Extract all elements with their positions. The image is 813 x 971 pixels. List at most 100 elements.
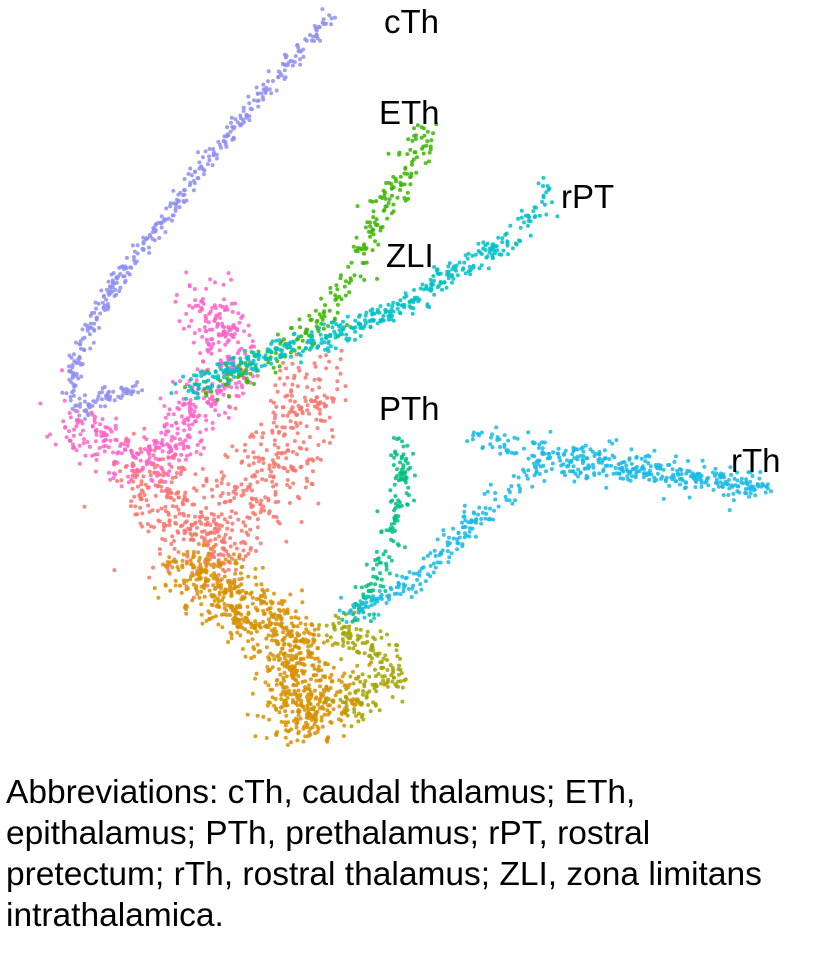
scatter-point-cluster-8: [578, 470, 583, 475]
scatter-point-cluster-8: [544, 469, 548, 474]
scatter-point-cluster-1: [250, 339, 255, 344]
scatter-point-cluster-0: [77, 396, 82, 401]
scatter-point-cluster-2: [241, 557, 246, 562]
scatter-point-cluster-6: [522, 220, 526, 225]
scatter-point-cluster-2: [248, 501, 253, 506]
scatter-point-cluster-0: [141, 235, 146, 240]
scatter-point-cluster-1: [198, 351, 203, 356]
scatter-point-cluster-5: [371, 215, 376, 220]
scatter-point-cluster-3: [209, 573, 214, 578]
scatter-point-cluster-0: [152, 227, 157, 231]
scatter-point-cluster-2: [212, 517, 217, 522]
scatter-point-cluster-2: [259, 422, 264, 427]
scatter-point-cluster-2: [297, 445, 302, 450]
scatter-point-cluster-3: [266, 625, 271, 630]
scatter-point-cluster-2: [328, 441, 332, 445]
scatter-point-cluster-4: [362, 682, 367, 687]
scatter-point-cluster-1: [226, 415, 231, 420]
scatter-point-cluster-2: [161, 457, 165, 462]
scatter-point-cluster-1: [213, 306, 218, 311]
scatter-point-cluster-7: [412, 498, 416, 503]
scatter-point-cluster-5: [333, 293, 338, 298]
scatter-point-cluster-6: [527, 215, 531, 220]
scatter-point-cluster-8: [549, 467, 554, 471]
scatter-point-cluster-5: [425, 139, 430, 144]
scatter-point-cluster-8: [682, 486, 687, 491]
scatter-point-cluster-1: [129, 448, 134, 453]
scatter-point-cluster-8: [366, 605, 371, 609]
scatter-point-cluster-7: [375, 509, 380, 514]
branch-label-cth: cTh: [384, 3, 439, 40]
scatter-point-cluster-4: [355, 633, 360, 638]
scatter-point-cluster-7: [374, 549, 379, 554]
scatter-point-cluster-8: [516, 475, 521, 480]
scatter-point-cluster-0: [168, 201, 173, 206]
scatter-point-cluster-6: [268, 357, 273, 362]
scatter-point-cluster-1: [210, 337, 215, 342]
scatter-point-cluster-2: [131, 431, 136, 436]
scatter-point-cluster-1: [75, 409, 80, 414]
scatter-point-cluster-2: [243, 554, 248, 559]
scatter-point-cluster-0: [92, 321, 97, 326]
scatter-point-cluster-8: [414, 590, 418, 595]
scatter-point-cluster-3: [263, 624, 267, 629]
scatter-point-cluster-1: [177, 319, 182, 324]
scatter-point-cluster-8: [624, 463, 629, 468]
scatter-point-cluster-2: [291, 481, 296, 486]
scatter-point-cluster-4: [324, 633, 329, 638]
scatter-point-cluster-1: [211, 341, 216, 346]
scatter-point-cluster-3: [308, 702, 313, 707]
scatter-point-cluster-5: [343, 279, 348, 284]
scatter-point-cluster-6: [503, 232, 508, 237]
scatter-point-cluster-2: [137, 469, 142, 474]
scatter-point-cluster-3: [264, 601, 269, 606]
scatter-point-cluster-6: [411, 306, 416, 311]
scatter-point-cluster-6: [510, 246, 515, 251]
scatter-point-cluster-3: [197, 595, 202, 600]
scatter-point-cluster-2: [183, 529, 188, 534]
scatter-point-cluster-6: [238, 356, 243, 361]
scatter-point-cluster-0: [247, 118, 252, 123]
scatter-point-cluster-0: [105, 394, 110, 399]
scatter-point-cluster-1: [198, 439, 203, 444]
scatter-point-cluster-4: [339, 626, 344, 631]
scatter-point-cluster-0: [321, 22, 326, 26]
scatter-point-cluster-6: [326, 349, 331, 354]
scatter-point-cluster-2: [151, 565, 155, 570]
scatter-point-cluster-2: [196, 542, 201, 546]
scatter-point-cluster-4: [369, 660, 374, 665]
scatter-point-cluster-1: [220, 384, 225, 388]
scatter-point-cluster-5: [335, 310, 340, 315]
scatter-point-cluster-2: [322, 393, 327, 398]
scatter-point-cluster-3: [167, 555, 172, 560]
scatter-point-cluster-3: [255, 608, 260, 612]
scatter-point-cluster-8: [614, 438, 619, 443]
scatter-point-cluster-2: [222, 500, 227, 505]
scatter-point-cluster-1: [87, 444, 92, 449]
scatter-point-cluster-5: [358, 246, 363, 251]
scatter-point-cluster-4: [352, 707, 357, 711]
scatter-point-cluster-5: [339, 297, 344, 302]
scatter-point-cluster-1: [233, 301, 237, 306]
scatter-point-cluster-8: [542, 479, 547, 483]
scatter-point-cluster-5: [275, 332, 280, 337]
scatter-point-cluster-3: [283, 703, 288, 708]
scatter-point-cluster-1: [113, 437, 118, 442]
scatter-point-cluster-8: [743, 491, 748, 495]
scatter-point-cluster-4: [323, 699, 328, 704]
scatter-point-cluster-2: [312, 361, 317, 366]
scatter-point-cluster-3: [250, 595, 255, 600]
scatter-point-cluster-2: [278, 368, 283, 373]
scatter-point-cluster-8: [626, 477, 630, 482]
scatter-point-cluster-2: [153, 493, 158, 498]
scatter-point-cluster-3: [330, 679, 335, 684]
scatter-point-cluster-3: [207, 610, 212, 615]
scatter-point-cluster-8: [634, 470, 639, 475]
scatter-point-cluster-7: [396, 498, 401, 503]
scatter-point-cluster-3: [249, 625, 254, 630]
scatter-point-cluster-3: [204, 564, 209, 568]
scatter-point-cluster-3: [354, 713, 359, 718]
scatter-point-cluster-8: [490, 445, 495, 450]
scatter-point-cluster-3: [322, 712, 327, 717]
scatter-point-cluster-1: [146, 451, 151, 456]
